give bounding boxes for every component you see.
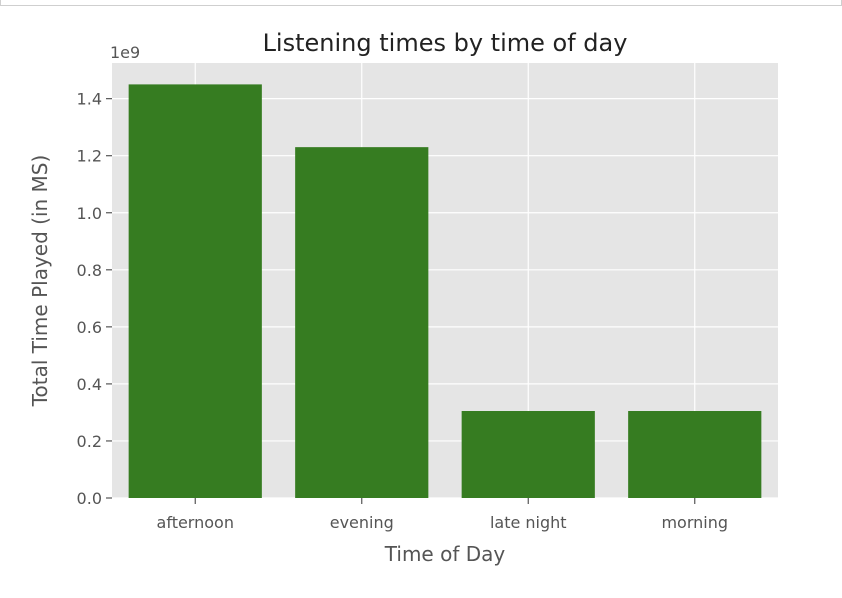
bars [128, 84, 762, 499]
bar-evening [295, 147, 429, 499]
y-tick-label: 0.0 [77, 489, 102, 508]
bar-afternoon [128, 84, 262, 499]
y-tick-label: 1.4 [77, 90, 102, 109]
x-tick-label: late night [490, 513, 567, 532]
bar-late-night [461, 411, 595, 498]
y-tick-label: 1.2 [77, 147, 102, 166]
x-axis-ticks: afternoon evening late night morning [157, 498, 728, 532]
y-axis-label: Total Time Played (in MS) [28, 155, 52, 408]
x-axis-label: Time of Day [384, 542, 506, 566]
y-tick-label: 0.2 [77, 432, 102, 451]
y-axis-ticks: 0.0 0.2 0.4 0.6 0.8 1.0 1.2 1.4 [77, 90, 112, 508]
y-tick-label: 0.6 [77, 318, 102, 337]
y-tick-label: 0.4 [77, 375, 102, 394]
y-tick-label: 0.8 [77, 261, 102, 280]
y-tick-label: 1.0 [77, 204, 102, 223]
x-tick-label: afternoon [157, 513, 234, 532]
bar-morning [628, 411, 762, 498]
chart-title: Listening times by time of day [263, 29, 628, 57]
x-tick-label: evening [330, 513, 394, 532]
y-axis-offset-label: 1e9 [110, 43, 140, 62]
x-tick-label: morning [661, 513, 728, 532]
